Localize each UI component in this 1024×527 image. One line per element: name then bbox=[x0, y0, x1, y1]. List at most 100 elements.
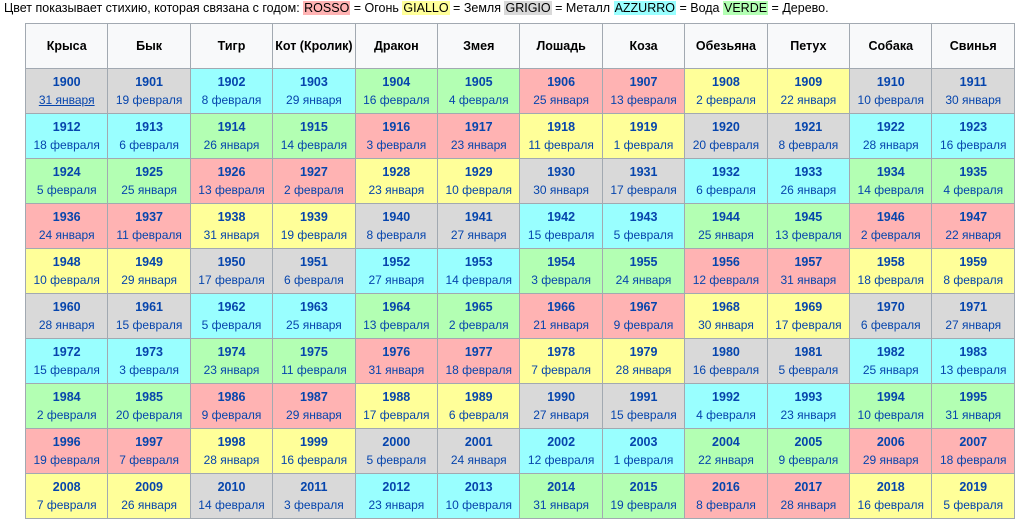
new-year-date-link[interactable]: 28 января bbox=[38, 318, 95, 332]
new-year-date-link[interactable]: 5 февраля bbox=[201, 318, 262, 332]
year-link[interactable]: 1942 bbox=[547, 210, 576, 224]
year-link[interactable]: 2011 bbox=[300, 480, 328, 494]
year-link[interactable]: 1945 bbox=[794, 210, 823, 224]
year-link[interactable]: 1924 bbox=[52, 165, 81, 179]
new-year-date-link[interactable]: 10 февраля bbox=[857, 408, 924, 422]
year-link[interactable]: 1993 bbox=[794, 390, 823, 404]
new-year-date-link[interactable]: 22 января bbox=[780, 93, 837, 107]
year-link[interactable]: 1957 bbox=[794, 255, 823, 269]
new-year-date-link[interactable]: 11 февраля bbox=[528, 138, 594, 152]
new-year-date-link[interactable]: 2 февраля bbox=[284, 183, 344, 197]
year-link[interactable]: 1988 bbox=[382, 390, 411, 404]
new-year-date-link[interactable]: 22 января bbox=[945, 228, 1002, 242]
year-link[interactable]: 1934 bbox=[876, 165, 905, 179]
year-link[interactable]: 2008 bbox=[52, 480, 81, 494]
year-link[interactable]: 1948 bbox=[52, 255, 81, 269]
year-link[interactable]: 1975 bbox=[300, 345, 328, 359]
new-year-date-link[interactable]: 25 января bbox=[698, 228, 754, 242]
new-year-date-link[interactable]: 13 февраля bbox=[775, 228, 842, 242]
year-link[interactable]: 1928 bbox=[382, 165, 411, 179]
new-year-date-link[interactable]: 30 января bbox=[533, 183, 590, 197]
year-link[interactable]: 2016 bbox=[712, 480, 740, 494]
new-year-date-link[interactable]: 18 февраля bbox=[940, 453, 1007, 467]
year-link[interactable]: 1992 bbox=[712, 390, 740, 404]
year-link[interactable]: 1965 bbox=[464, 300, 493, 314]
year-link[interactable]: 1996 bbox=[52, 435, 81, 449]
year-link[interactable]: 2003 bbox=[629, 435, 658, 449]
new-year-date-link[interactable]: 31 января bbox=[780, 273, 837, 287]
year-link[interactable]: 1983 bbox=[959, 345, 988, 359]
year-link[interactable]: 2009 bbox=[135, 480, 164, 494]
year-link[interactable]: 1943 bbox=[629, 210, 658, 224]
year-link[interactable]: 1998 bbox=[217, 435, 246, 449]
new-year-date-link[interactable]: 2 февраля bbox=[696, 93, 756, 107]
new-year-date-link[interactable]: 15 февраля bbox=[33, 363, 100, 377]
new-year-date-link[interactable]: 8 февраля bbox=[778, 138, 839, 152]
new-year-date-link[interactable]: 31 января bbox=[533, 498, 590, 512]
year-link[interactable]: 1900 bbox=[52, 75, 81, 89]
year-link[interactable]: 1929 bbox=[464, 165, 493, 179]
year-link[interactable]: 2014 bbox=[547, 480, 576, 494]
year-link[interactable]: 2018 bbox=[876, 480, 905, 494]
year-link[interactable]: 1944 bbox=[712, 210, 740, 224]
new-year-date-link[interactable]: 27 января bbox=[368, 273, 425, 287]
new-year-date-link[interactable]: 29 января bbox=[286, 408, 342, 422]
year-link[interactable]: 1970 bbox=[876, 300, 905, 314]
new-year-date-link[interactable]: 17 февраля bbox=[775, 318, 842, 332]
new-year-date-link[interactable]: 27 января bbox=[945, 318, 1002, 332]
new-year-date-link[interactable]: 29 января bbox=[286, 93, 342, 107]
year-link[interactable]: 1927 bbox=[300, 165, 328, 179]
new-year-date-link[interactable]: 15 февраля bbox=[115, 318, 183, 332]
year-link[interactable]: 1987 bbox=[300, 390, 328, 404]
year-link[interactable]: 1977 bbox=[464, 345, 493, 359]
year-link[interactable]: 1919 bbox=[629, 120, 658, 134]
year-link[interactable]: 1932 bbox=[712, 165, 740, 179]
year-link[interactable]: 1939 bbox=[300, 210, 328, 224]
year-link[interactable]: 1955 bbox=[629, 255, 658, 269]
year-link[interactable]: 1967 bbox=[629, 300, 658, 314]
year-link[interactable]: 1989 bbox=[464, 390, 493, 404]
year-link[interactable]: 1911 bbox=[959, 75, 987, 89]
new-year-date-link[interactable]: 29 января bbox=[121, 273, 177, 287]
new-year-date-link[interactable]: 19 февраля bbox=[280, 228, 348, 242]
new-year-date-link[interactable]: 7 февраля bbox=[531, 363, 592, 377]
new-year-date-link[interactable]: 16 февраля bbox=[280, 453, 348, 467]
new-year-date-link[interactable]: 13 февраля bbox=[198, 183, 265, 197]
year-link[interactable]: 1931 bbox=[629, 165, 658, 179]
new-year-date-link[interactable]: 2 февраля bbox=[36, 408, 97, 422]
new-year-date-link[interactable]: 14 февраля bbox=[445, 273, 512, 287]
new-year-date-link[interactable]: 11 февраля bbox=[281, 363, 347, 377]
new-year-date-link[interactable]: 3 февраля bbox=[531, 273, 592, 287]
year-link[interactable]: 1966 bbox=[547, 300, 576, 314]
new-year-date-link[interactable]: 10 февраля bbox=[445, 498, 512, 512]
new-year-date-link[interactable]: 10 февраля bbox=[857, 93, 924, 107]
year-link[interactable]: 1981 bbox=[794, 345, 823, 359]
year-link[interactable]: 1949 bbox=[135, 255, 164, 269]
new-year-date-link[interactable]: 17 февраля bbox=[363, 408, 430, 422]
year-link[interactable]: 1935 bbox=[959, 165, 988, 179]
new-year-date-link[interactable]: 5 февраля bbox=[36, 183, 97, 197]
year-link[interactable]: 1958 bbox=[876, 255, 905, 269]
new-year-date-link[interactable]: 9 февраля bbox=[201, 408, 262, 422]
new-year-date-link[interactable]: 10 февраля bbox=[445, 183, 512, 197]
year-link[interactable]: 2006 bbox=[876, 435, 905, 449]
year-link[interactable]: 2019 bbox=[959, 480, 988, 494]
new-year-date-link[interactable]: 6 февраля bbox=[448, 408, 509, 422]
year-link[interactable]: 1941 bbox=[464, 210, 493, 224]
year-link[interactable]: 1913 bbox=[135, 120, 164, 134]
new-year-date-link[interactable]: 8 февраля bbox=[201, 93, 262, 107]
year-link[interactable]: 1946 bbox=[876, 210, 905, 224]
year-link[interactable]: 2015 bbox=[629, 480, 658, 494]
new-year-date-link[interactable]: 26 января bbox=[780, 183, 837, 197]
year-link[interactable]: 1990 bbox=[547, 390, 576, 404]
new-year-date-link[interactable]: 16 февраля bbox=[363, 93, 430, 107]
year-link[interactable]: 1984 bbox=[52, 390, 81, 404]
new-year-date-link[interactable]: 25 января bbox=[121, 183, 177, 197]
year-link[interactable]: 1925 bbox=[135, 165, 164, 179]
year-link[interactable]: 1908 bbox=[712, 75, 740, 89]
new-year-date-link[interactable]: 17 февраля bbox=[610, 183, 677, 197]
new-year-date-link[interactable]: 8 февраля bbox=[366, 228, 427, 242]
year-link[interactable]: 2017 bbox=[794, 480, 823, 494]
new-year-date-link[interactable]: 19 февраля bbox=[610, 498, 677, 512]
new-year-date-link[interactable]: 16 февраля bbox=[857, 498, 924, 512]
